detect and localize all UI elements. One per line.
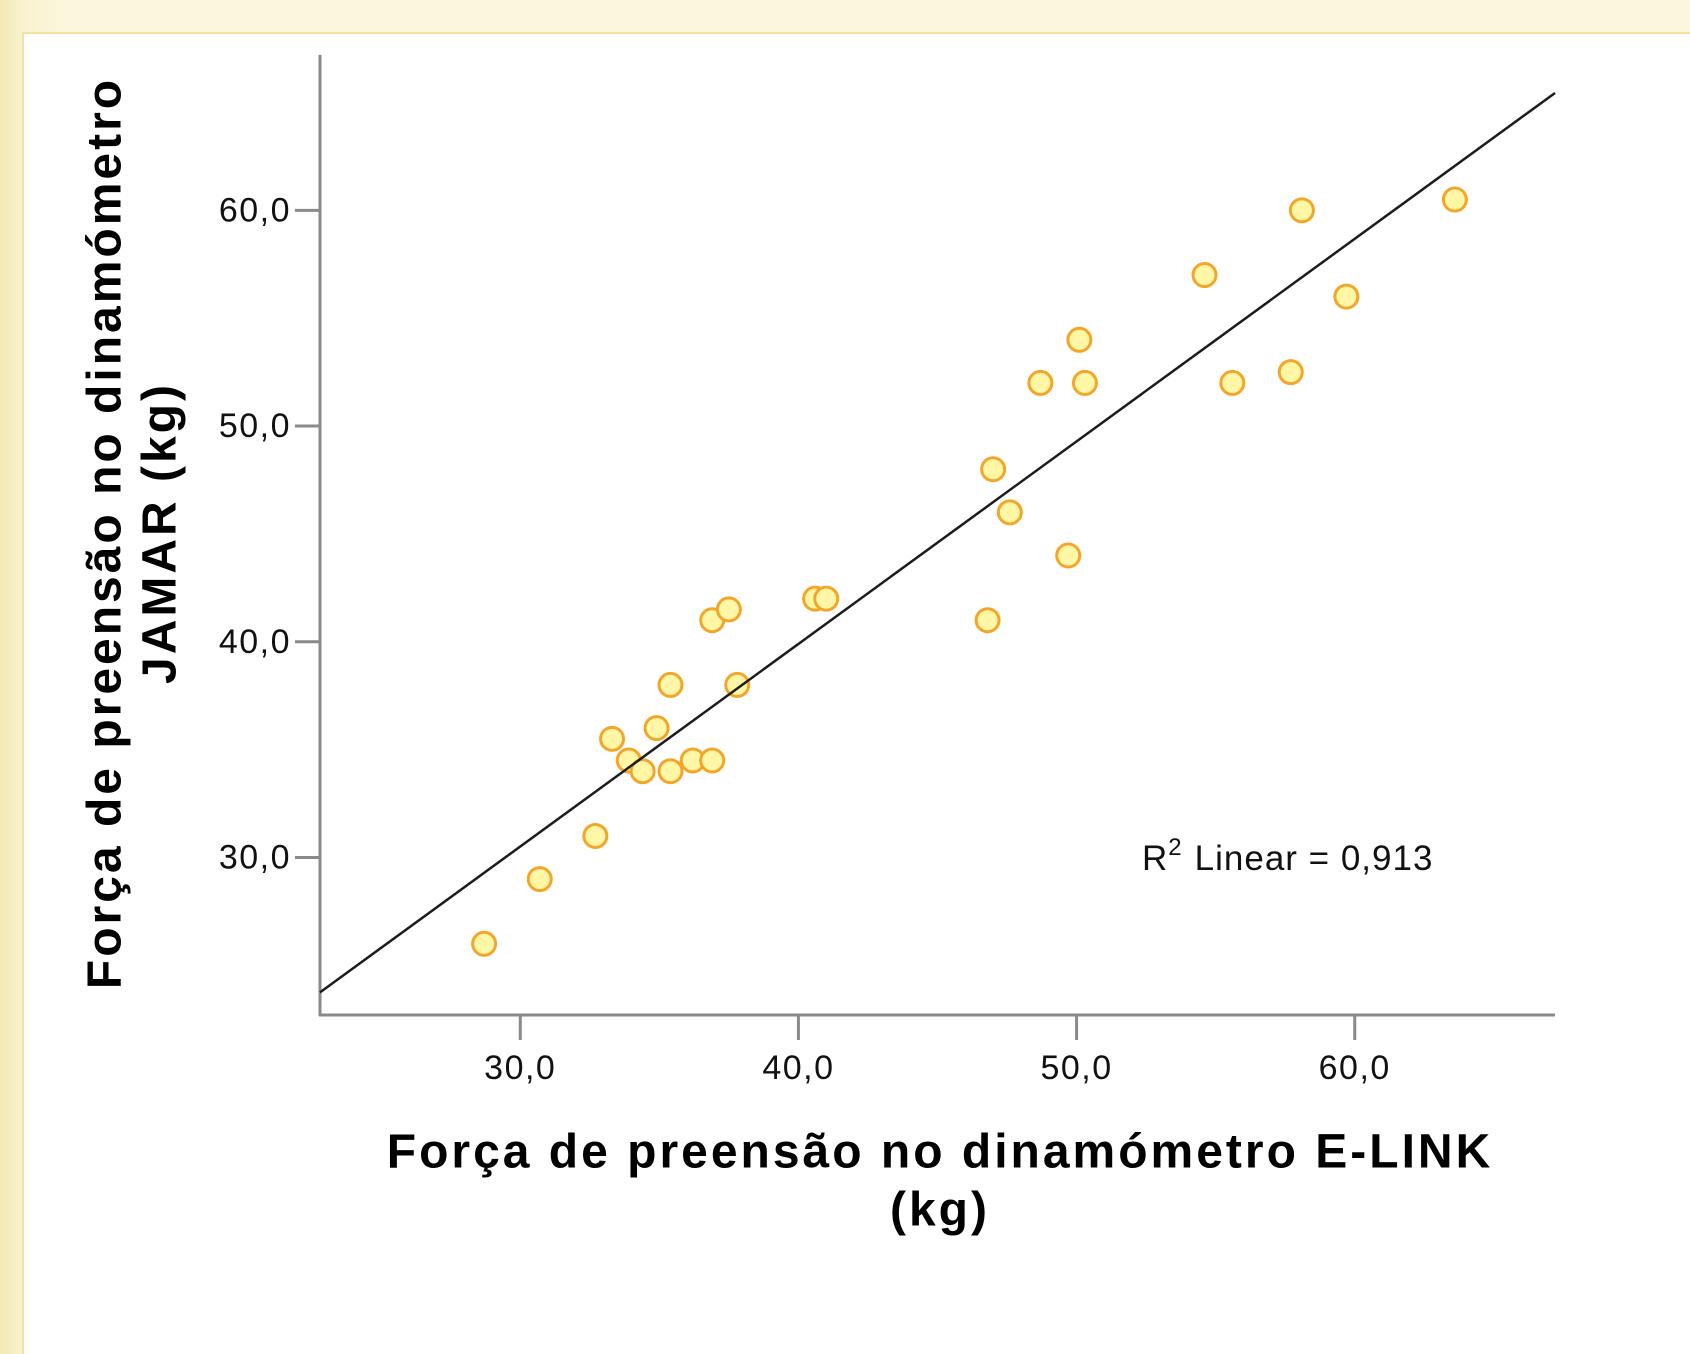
y-axis-title-line-2: JAMAR (kg) xyxy=(134,382,187,684)
data-point xyxy=(1055,542,1082,569)
data-point xyxy=(599,725,626,752)
data-point xyxy=(526,866,553,893)
data-point xyxy=(996,499,1023,526)
data-point xyxy=(715,596,742,623)
x-tick-label: 40,0 xyxy=(762,1049,834,1087)
x-tick-label: 30,0 xyxy=(484,1049,556,1087)
x-ticks: 30,0 40,0 50,0 60,0 xyxy=(484,1015,1391,1087)
data-point xyxy=(980,456,1007,483)
r2-annotation-superscript: 2 xyxy=(1168,834,1182,861)
data-point xyxy=(1219,369,1246,396)
data-point xyxy=(974,607,1001,634)
x-tick-label: 50,0 xyxy=(1040,1049,1112,1087)
fit-line xyxy=(319,91,1556,994)
data-point xyxy=(1441,186,1468,213)
data-point xyxy=(657,758,684,785)
y-tick-label: 40,0 xyxy=(219,623,291,661)
data-point xyxy=(1277,359,1304,386)
data-point xyxy=(1071,369,1098,396)
data-point xyxy=(724,671,751,698)
data-point xyxy=(699,747,726,774)
data-points xyxy=(471,186,1468,957)
data-point xyxy=(1027,369,1054,396)
y-tick-label: 30,0 xyxy=(219,839,291,877)
y-tick-label: 60,0 xyxy=(219,191,291,229)
data-point xyxy=(1191,262,1218,289)
data-point xyxy=(643,715,670,742)
r2-annotation-base: R xyxy=(1142,839,1168,878)
y-tick-label: 50,0 xyxy=(219,407,291,445)
data-point xyxy=(629,758,656,785)
y-axis-title-line-1: Força de preensão no dinamómetro xyxy=(79,77,132,989)
x-axis-title-line-2: (kg) xyxy=(890,1184,990,1237)
x-axis-title-line-1: Força de preensão no dinamómetro E-LINK xyxy=(387,1126,1493,1179)
r2-annotation-text: Linear = 0,913 xyxy=(1195,839,1434,878)
chart-panel xyxy=(22,32,1690,1354)
r2-annotation: R2 Linear = 0,913 xyxy=(1142,834,1433,878)
data-point xyxy=(813,585,840,612)
y-ticks: 30,0 40,0 50,0 60,0 xyxy=(219,191,320,877)
data-point xyxy=(1066,326,1093,353)
x-tick-label: 60,0 xyxy=(1319,1049,1391,1087)
data-point xyxy=(657,671,684,698)
data-point xyxy=(1288,197,1315,224)
data-point xyxy=(582,822,609,849)
data-point xyxy=(471,930,498,957)
data-point xyxy=(1333,283,1360,310)
